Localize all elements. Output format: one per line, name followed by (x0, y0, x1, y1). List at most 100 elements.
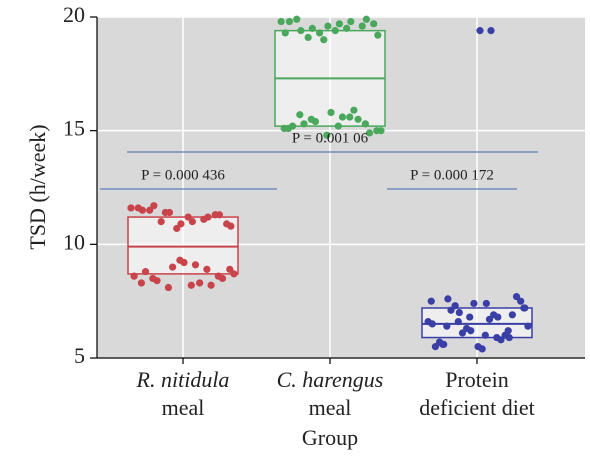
data-point (323, 131, 331, 139)
y-axis-label: TSD (h/week) (25, 124, 50, 249)
data-point (331, 27, 339, 35)
data-point (230, 270, 238, 278)
data-point (490, 311, 498, 319)
y-tick-label: 5 (74, 343, 85, 368)
data-point (214, 272, 222, 280)
data-point (297, 27, 305, 35)
data-point (347, 17, 355, 26)
data-point (134, 204, 142, 212)
data-point (327, 108, 335, 117)
data-point (127, 204, 135, 212)
data-point (188, 218, 196, 226)
data-point (458, 329, 467, 337)
data-point (200, 215, 208, 223)
data-point (307, 115, 315, 123)
data-point (184, 213, 192, 221)
data-point (207, 281, 215, 289)
data-point (146, 206, 154, 214)
data-point (354, 115, 362, 123)
data-point (161, 208, 169, 217)
x-tick-label: deficient diet (419, 395, 534, 420)
data-point (203, 265, 211, 273)
box (421, 307, 533, 339)
data-point (427, 297, 435, 305)
data-point (304, 33, 312, 42)
data-point (350, 106, 358, 114)
data-point (512, 293, 521, 301)
data-point (277, 17, 285, 26)
p-value-label: P = 0.001 06 (292, 130, 369, 146)
data-point (346, 113, 354, 121)
data-point (196, 279, 204, 287)
data-point (517, 297, 525, 305)
data-point (334, 122, 342, 130)
data-point (374, 31, 382, 39)
data-point (296, 111, 304, 119)
data-point (358, 22, 366, 30)
data-point (470, 299, 478, 308)
data-point (365, 129, 374, 137)
data-point (173, 224, 181, 233)
x-axis-label: Group (302, 425, 358, 450)
data-point (320, 36, 328, 44)
data-point (439, 340, 447, 348)
p-value-label: P = 0.000 172 (410, 167, 494, 183)
data-point (211, 211, 219, 219)
data-point (150, 202, 158, 210)
data-point (443, 322, 451, 330)
outlier-point (476, 27, 484, 35)
data-point (444, 295, 452, 303)
data-point (447, 306, 455, 314)
data-point (373, 127, 381, 135)
data-point (474, 343, 482, 351)
data-point (455, 308, 463, 317)
data-point (343, 24, 351, 32)
y-tick-label: 10 (63, 229, 85, 254)
y-tick-label: 15 (63, 116, 85, 141)
data-point (187, 281, 195, 289)
data-point (431, 343, 439, 351)
data-point (524, 322, 532, 330)
data-point (481, 331, 489, 339)
x-tick-label: R. nitidula (136, 367, 230, 392)
data-point (285, 17, 294, 26)
data-point (338, 113, 347, 121)
data-point (164, 283, 173, 292)
data-point (280, 124, 288, 132)
data-point (370, 20, 378, 28)
data-point (451, 302, 459, 310)
data-point (504, 327, 512, 335)
data-point (176, 256, 184, 264)
y-tick-label: 20 (63, 2, 85, 27)
data-point (308, 24, 316, 32)
x-tick-label: C. harengus (277, 367, 384, 392)
data-point (191, 261, 200, 269)
data-point (424, 318, 432, 326)
data-point (463, 324, 471, 333)
data-point (335, 20, 343, 28)
data-point (141, 268, 150, 276)
x-tick-label: meal (309, 395, 352, 420)
data-point (177, 220, 185, 228)
data-point (300, 120, 308, 128)
data-point (226, 265, 234, 273)
data-point (508, 311, 516, 319)
data-point (361, 120, 369, 128)
x-tick-label: meal (162, 395, 205, 420)
data-point (493, 333, 501, 342)
data-point (482, 299, 490, 308)
data-point (316, 29, 324, 37)
data-point (130, 272, 138, 280)
outlier-point (487, 27, 495, 35)
data-point (485, 315, 494, 323)
data-point (520, 304, 528, 312)
data-point (157, 218, 165, 226)
data-point (149, 274, 157, 283)
data-point (454, 318, 462, 326)
data-point (362, 15, 370, 23)
p-value-label: P = 0.000 436 (141, 167, 225, 183)
data-point (466, 313, 474, 321)
data-point (223, 220, 231, 228)
data-point (169, 263, 177, 271)
